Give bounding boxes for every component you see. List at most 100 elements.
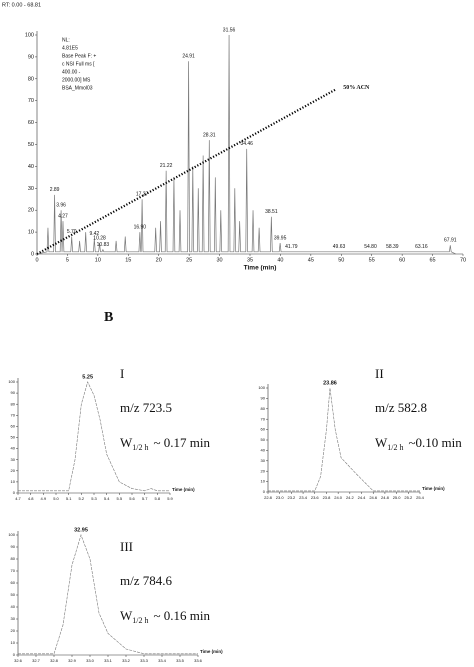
x-tick-label: 22.8 <box>264 495 273 500</box>
x-tick-label: 5.6 <box>129 496 135 501</box>
peak-label: 5.25 <box>82 374 93 380</box>
y-tick-label: 90 <box>28 54 34 60</box>
x-tick-label: 15 <box>125 257 131 263</box>
y-tick-label: 100 <box>8 532 15 537</box>
x-tick-label: 5.5 <box>117 496 123 501</box>
panel-label: B <box>104 310 113 325</box>
x-tick-label: 24.4 <box>358 495 367 500</box>
y-tick-label: 60 <box>11 580 16 585</box>
y-tick-label: 60 <box>28 120 34 126</box>
x-tick-label: 33.1 <box>104 658 113 663</box>
x-tick-label: 33.6 <box>194 658 203 663</box>
width-sub: 1/2 h <box>132 443 148 452</box>
peak-label: 34.46 <box>240 141 253 147</box>
x-tick-label: 23.2 <box>287 495 296 500</box>
x-axis-label: Time (min) <box>200 649 223 654</box>
y-tick-label: 50 <box>28 142 34 148</box>
y-tick-label: 60 <box>11 423 16 428</box>
y-tick-label: 40 <box>261 447 266 452</box>
x-tick-label: 60 <box>399 257 405 263</box>
peak-label: 24.91 <box>182 54 195 60</box>
peak-label: 58.39 <box>386 244 399 250</box>
peak-label: 28.31 <box>203 132 216 138</box>
y-tick-label: 70 <box>28 98 34 104</box>
x-tick-label: 5.9 <box>167 496 173 501</box>
peak-label: 32.95 <box>74 527 88 533</box>
width-sub: 1/2 h <box>132 616 148 625</box>
width-value: ~ 0.16 min <box>154 608 211 623</box>
x-tick-label: 33.0 <box>86 658 95 663</box>
y-tick-label: 90 <box>11 544 16 549</box>
y-tick-label: 80 <box>11 556 16 561</box>
y-tick-label: 50 <box>11 435 16 440</box>
width-value: ~0.10 min <box>409 435 463 450</box>
y-tick-label: 90 <box>261 395 266 400</box>
x-tick-label: 23.0 <box>276 495 285 500</box>
x-tick-label: 5 <box>66 257 69 263</box>
width-symbol: W <box>120 608 133 623</box>
x-tick-label: 33.3 <box>140 658 149 663</box>
x-tick-label: 35 <box>247 257 253 263</box>
width-label: W1/2 h ~0.10 min <box>375 435 462 452</box>
info-text: c NSI Full ms [ <box>62 61 95 67</box>
y-tick-label: 30 <box>261 458 266 463</box>
peak-label: 5.70 <box>67 229 77 235</box>
y-tick-label: 10 <box>28 230 34 236</box>
x-tick-label: 5.7 <box>142 496 148 501</box>
gradient-label: 50% ACN <box>343 85 370 91</box>
y-tick-label: 50 <box>11 592 16 597</box>
peak-label: 21.22 <box>160 163 173 169</box>
y-tick-label: 20 <box>11 468 16 473</box>
x-tick-label: 65 <box>430 257 436 263</box>
x-tick-label: 40 <box>277 257 283 263</box>
y-tick-label: 40 <box>28 164 34 170</box>
x-tick-label: 0 <box>35 257 38 263</box>
info-text: NL: <box>62 37 70 43</box>
x-tick-label: 23.8 <box>323 495 332 500</box>
peak-label: 23.86 <box>323 380 337 386</box>
peak-label: 63.16 <box>415 244 428 250</box>
peak-label: 2.89 <box>50 187 60 193</box>
info-text: Base Peak F: + <box>62 53 96 59</box>
y-tick-label: 90 <box>11 390 16 395</box>
trace <box>18 534 198 655</box>
y-tick-label: 0 <box>31 251 34 257</box>
y-tick-label: 60 <box>261 427 266 432</box>
peak-label: 31.56 <box>223 27 236 33</box>
x-tick-label: 5.8 <box>155 496 161 501</box>
y-tick-label: 30 <box>11 616 16 621</box>
x-tick-label: 32.7 <box>32 658 41 663</box>
x-tick-label: 5.3 <box>91 496 97 501</box>
x-tick-label: 50 <box>338 257 344 263</box>
y-tick-label: 100 <box>258 385 265 390</box>
x-tick-label: 25 <box>186 257 192 263</box>
peak-label: 4.27 <box>58 213 68 219</box>
x-tick-label: 32.8 <box>50 658 59 663</box>
y-tick-label: 10 <box>11 479 16 484</box>
x-tick-label: 25.0 <box>393 495 402 500</box>
x-tick-label: 25.2 <box>404 495 413 500</box>
y-tick-label: 100 <box>8 379 15 384</box>
width-value: ~ 0.17 min <box>154 435 211 450</box>
x-tick-label: 5.2 <box>79 496 85 501</box>
x-tick-label: 4.8 <box>28 496 34 501</box>
gradient-line <box>36 88 336 255</box>
peak-label: 16.90 <box>134 224 147 230</box>
inset-title: II <box>375 366 384 381</box>
x-tick-label: 30 <box>217 257 223 263</box>
y-tick-label: 40 <box>11 604 16 609</box>
x-tick-label: 55 <box>369 257 375 263</box>
peak-label: 3.96 <box>56 203 66 209</box>
mz-label: m/z 723.5 <box>120 400 172 415</box>
x-tick-label: 45 <box>308 257 314 263</box>
x-tick-label: 24.6 <box>369 495 378 500</box>
x-tick-label: 5.4 <box>104 496 110 501</box>
inset-title: III <box>120 539 133 554</box>
inset-title: I <box>120 366 124 381</box>
peak-label: 10.28 <box>93 235 106 241</box>
width-sub: 1/2 h <box>387 443 403 452</box>
y-tick-label: 80 <box>261 406 266 411</box>
x-tick-label: 32.6 <box>14 658 23 663</box>
